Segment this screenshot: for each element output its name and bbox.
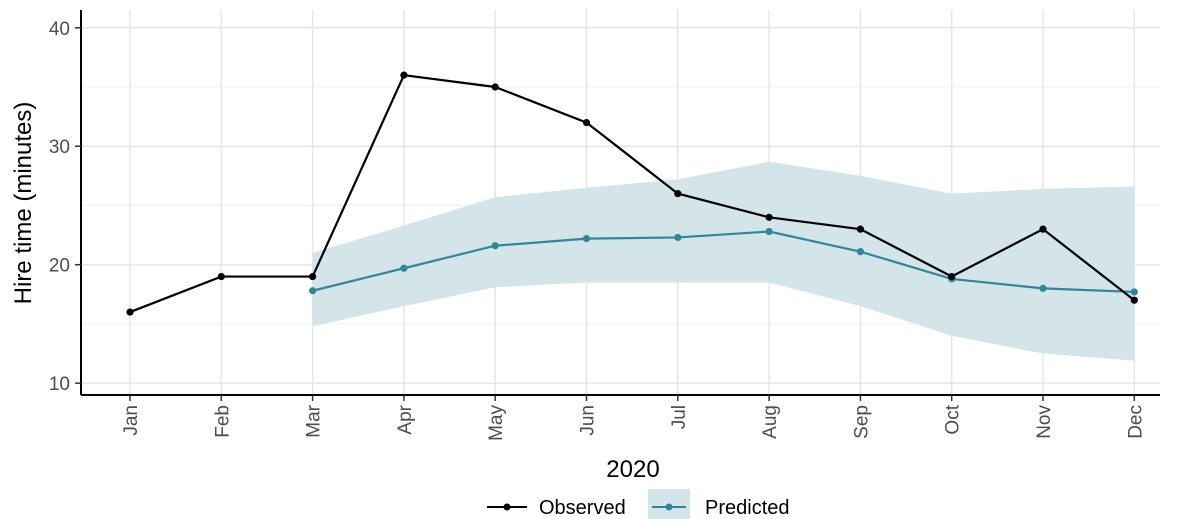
x-tick-label: Nov	[1034, 405, 1055, 439]
series-layer	[126, 71, 1138, 316]
legend-observed-label: Observed	[539, 497, 626, 519]
observed-point	[400, 71, 408, 79]
predicted-point	[1039, 284, 1047, 292]
predicted-point	[674, 233, 682, 242]
x-tick-label: May	[486, 405, 507, 441]
observed-point	[765, 213, 773, 221]
observed-point	[217, 272, 225, 281]
predicted-line	[312, 230, 1135, 294]
x-tick-label: Feb	[212, 405, 233, 438]
x-tick-label: Aug	[760, 405, 781, 439]
y-axis-title: Hire time (minutes)	[10, 102, 37, 305]
x-tick-label: Sep	[851, 405, 872, 439]
predicted-point	[1130, 288, 1138, 296]
x-tick-label: Jan	[121, 405, 142, 436]
x-axis-title: 2020	[606, 456, 659, 483]
tick-labels: 10 20 30 40 Jan Feb Mar Apr May Jun Jul Aug Sep Oct No…	[49, 19, 1146, 441]
y-tick-label: 40	[49, 19, 70, 40]
predicted-point	[491, 242, 499, 250]
observed-point	[1039, 225, 1047, 233]
axes	[75, 10, 1160, 401]
predicted-point	[400, 264, 408, 272]
observed-point	[126, 308, 134, 316]
observed-point	[856, 225, 865, 233]
x-tick-label: Jul	[669, 405, 690, 429]
x-tick-label: Dec	[1125, 405, 1146, 439]
observed-point	[1130, 296, 1138, 304]
y-tick-label: 10	[49, 374, 70, 395]
legend-predicted-label: Predicted	[705, 497, 790, 519]
observed-point	[491, 83, 499, 91]
x-tick-label: Oct	[943, 404, 964, 434]
confidence-band-layer	[312, 161, 1135, 361]
x-tick-label: Jun	[578, 405, 599, 436]
legend-predicted-marker	[665, 503, 673, 511]
predicted-confidence-band	[312, 161, 1135, 361]
y-tick-label: 20	[49, 256, 70, 277]
x-tick-label: Mar	[304, 404, 325, 437]
x-tick-label: Apr	[395, 404, 416, 434]
observed-point	[948, 272, 956, 281]
legend-observed-marker	[503, 503, 511, 511]
observed-point	[309, 272, 317, 281]
y-tick-label: 30	[49, 137, 70, 158]
predicted-point	[856, 248, 865, 256]
predicted-point	[582, 235, 591, 243]
predicted-point	[765, 227, 773, 236]
observed-point	[582, 118, 591, 127]
observed-line	[129, 73, 1135, 314]
observed-point	[674, 190, 682, 198]
legend: Observed Predicted	[487, 489, 790, 519]
predicted-point	[309, 287, 317, 295]
